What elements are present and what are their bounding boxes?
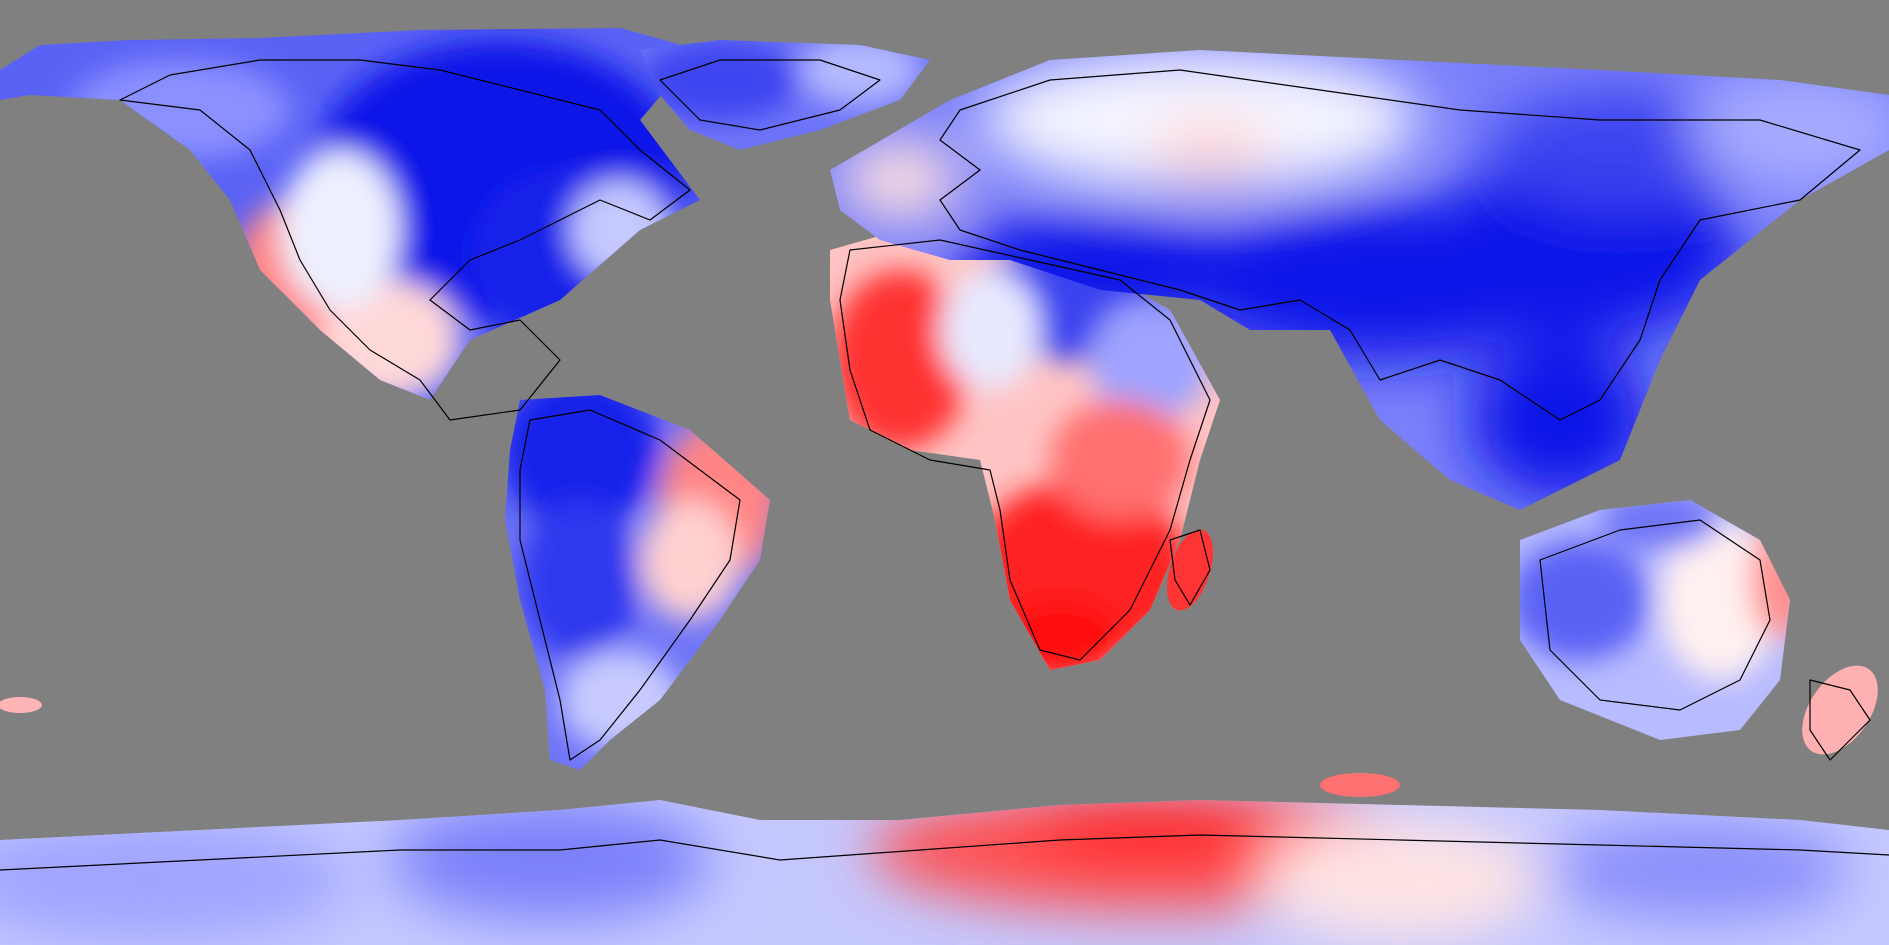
region-new-zealand [1802,665,1878,755]
region-madagascar [1166,529,1214,611]
region-australia [1520,500,1790,740]
region-aleutian-patch [0,697,42,713]
region-north-america [0,28,700,400]
coastlines [0,59,1889,871]
region-sub-antarctic-patch [1320,773,1400,797]
